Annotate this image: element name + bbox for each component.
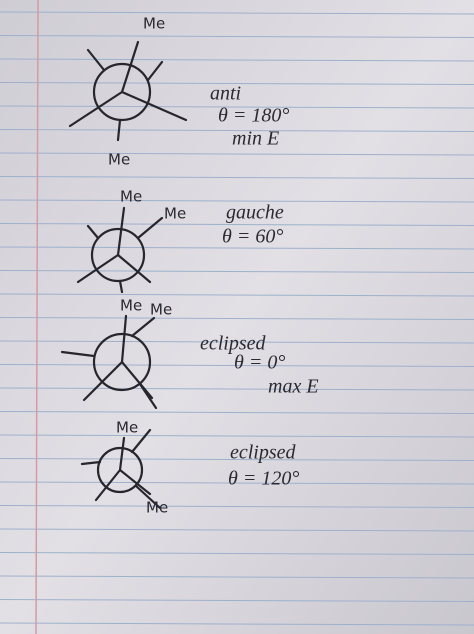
ruled-lines	[0, 11, 474, 626]
ruled-line	[0, 35, 474, 38]
methyl-label: Me	[120, 188, 142, 206]
note: θ = 180°	[218, 105, 289, 127]
margin-line	[35, 0, 39, 634]
ruled-line	[0, 152, 474, 156]
ruled-line	[0, 199, 474, 203]
ruled-line	[0, 411, 474, 414]
newman-projection: Me Me	[80, 419, 168, 517]
methyl-label: Me	[143, 15, 165, 33]
methyl-label: Me	[150, 301, 172, 319]
ruled-line	[0, 270, 474, 273]
note: θ = 0°	[234, 352, 285, 374]
note: anti	[210, 83, 241, 105]
ruled-line	[0, 317, 474, 320]
ruled-line	[0, 176, 474, 179]
methyl-label: Me	[108, 151, 130, 169]
ruled-line	[0, 293, 474, 297]
note: gauche	[226, 202, 284, 224]
note: θ = 120°	[228, 468, 299, 490]
note: max E	[268, 376, 319, 398]
note: eclipsed	[200, 333, 267, 355]
ruled-line	[0, 58, 474, 62]
note: eclipsed	[230, 442, 297, 464]
ruled-line	[0, 575, 474, 579]
ruled-line	[0, 246, 474, 250]
ruled-line	[0, 528, 474, 532]
newman-projection: Me Me	[76, 188, 186, 294]
ruled-line	[0, 223, 474, 226]
ruled-line	[0, 129, 474, 132]
ruled-line	[0, 434, 474, 438]
newman-projection: Me Me	[60, 297, 172, 410]
ruled-line	[0, 387, 474, 391]
ruled-line	[0, 458, 474, 461]
ruled-line	[0, 105, 474, 109]
newman-projection: Me Me	[68, 15, 188, 169]
ruled-line	[0, 11, 474, 15]
ruled-line	[0, 599, 474, 602]
methyl-label: Me	[116, 419, 138, 437]
ruled-line	[0, 552, 474, 555]
methyl-label: Me	[120, 297, 142, 315]
ruled-line	[0, 481, 474, 485]
ruled-line	[0, 622, 474, 626]
ruled-line	[0, 82, 474, 85]
methyl-label: Me	[146, 499, 168, 517]
note: min E	[232, 128, 279, 150]
ruled-line	[0, 364, 474, 367]
ruled-line	[0, 340, 474, 344]
ruled-line	[0, 505, 474, 508]
note: θ = 60°	[222, 226, 283, 248]
methyl-label: Me	[164, 205, 186, 223]
